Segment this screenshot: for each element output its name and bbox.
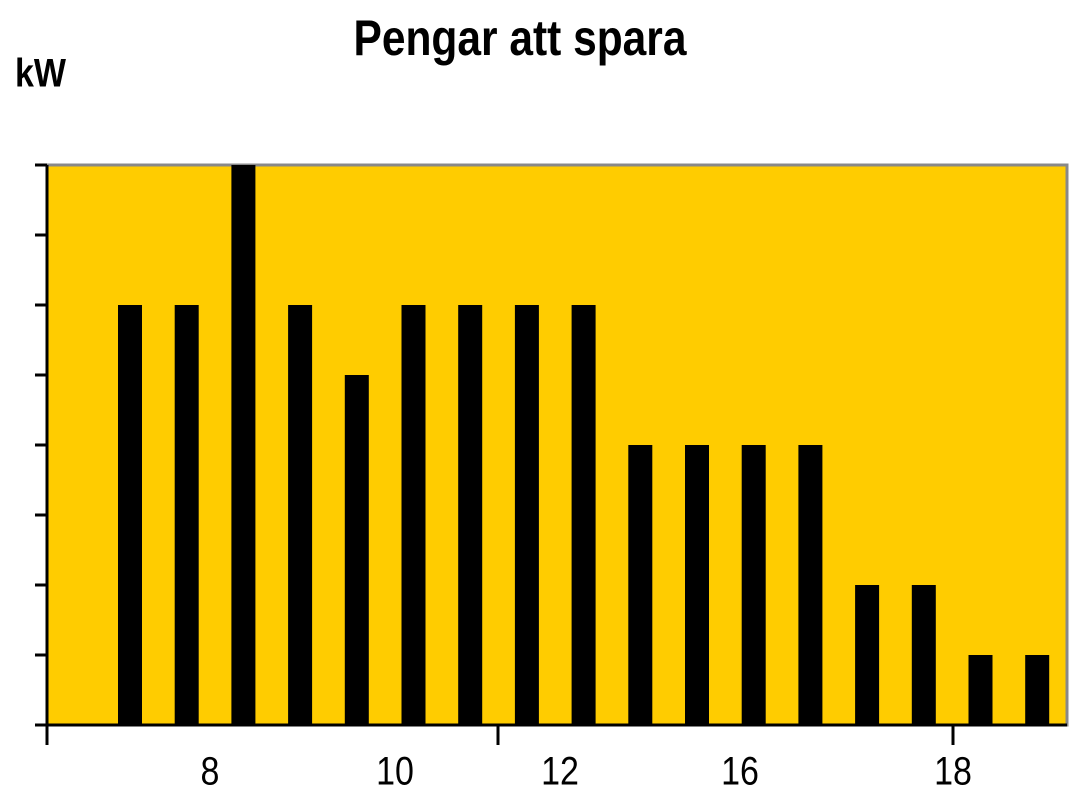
bar: [798, 445, 823, 725]
bar: [458, 305, 483, 725]
bar: [118, 305, 142, 725]
bar: [628, 445, 653, 725]
plot-area: [45, 163, 1069, 727]
bar: [911, 585, 936, 725]
bar: [571, 305, 596, 725]
bar: [514, 305, 539, 725]
bar: [1025, 655, 1050, 725]
bar: [855, 585, 880, 725]
bar: [401, 305, 426, 725]
x-tick-label: 18: [934, 748, 972, 793]
chart-title: Pengar att spara: [354, 10, 688, 66]
x-tick-label: 12: [541, 748, 579, 793]
bar: [288, 305, 313, 725]
y-axis-label: kW: [15, 50, 66, 95]
x-tick-label: 16: [721, 748, 759, 793]
bar: [685, 445, 709, 725]
bar: [741, 445, 766, 725]
x-tick-label: 10: [376, 748, 414, 793]
x-tick-label: 8: [201, 748, 220, 793]
bar: [231, 165, 256, 725]
bar: [968, 655, 993, 725]
bar: [344, 375, 369, 725]
bar: [174, 305, 199, 725]
